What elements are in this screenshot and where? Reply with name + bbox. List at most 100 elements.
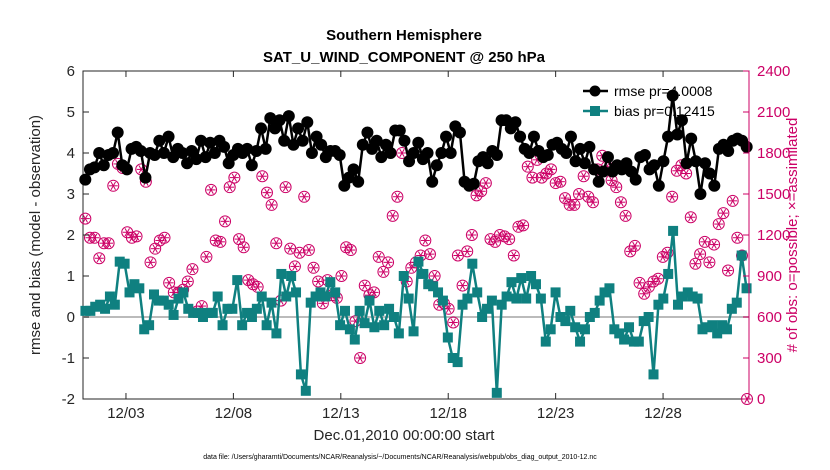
y-left-tick-label: 2 (67, 227, 75, 244)
y-left-tick-label: 1 (67, 268, 75, 285)
obs-point-circle (694, 248, 707, 261)
obs-point-stroke (622, 211, 629, 221)
bias-point (325, 277, 336, 288)
obs-point-circle (568, 198, 581, 211)
bias-point (648, 369, 659, 380)
rmse-point (134, 144, 147, 157)
rmse-point (347, 163, 360, 176)
bias-point (462, 293, 473, 304)
obs-point-stroke (459, 281, 466, 290)
bias-point (335, 320, 346, 331)
bias-point (217, 320, 228, 331)
obs-point-circle (503, 233, 516, 246)
bias-point (594, 295, 605, 306)
rmse-point (652, 179, 665, 192)
obs-point-stroke (273, 239, 279, 248)
obs-point-circle (223, 181, 236, 194)
bias-point (291, 287, 302, 298)
obs-point-circle (689, 257, 702, 270)
obs-point-circle (335, 270, 348, 282)
obs-point-stroke (282, 183, 289, 192)
legend-rmse-marker (589, 85, 601, 97)
obs-point (260, 186, 273, 199)
bias-point (119, 258, 130, 269)
obs-point-stroke (427, 249, 433, 259)
obs-point-circle (535, 171, 548, 184)
rmse-point (190, 153, 203, 166)
obs-point-stroke (254, 282, 261, 292)
obs-point-stroke (688, 213, 694, 222)
obs-point (535, 171, 548, 184)
bias-point (271, 328, 282, 339)
obs-point-stroke (166, 278, 172, 287)
obs-point-stroke (674, 166, 680, 175)
rmse-point (218, 140, 231, 153)
bias-point (374, 305, 385, 316)
chart-subtitle: SAT_U_WIND_COMPONENT @ 250 hPa (263, 49, 546, 66)
rmse-point (384, 147, 397, 159)
bias-point (134, 283, 145, 294)
obs-point-stroke (543, 169, 550, 178)
bias-point (266, 297, 277, 308)
obs-point (577, 170, 590, 183)
y-left-tick-label: -1 (62, 350, 75, 367)
obs-point (722, 264, 735, 277)
obs-point (559, 192, 572, 205)
rmse-point (648, 159, 661, 172)
bias-point (486, 295, 497, 306)
bias-point (467, 258, 478, 269)
obs-point-stroke (259, 172, 265, 181)
rmse-point (139, 171, 152, 184)
rmse-point (509, 116, 522, 129)
bias-point (109, 299, 120, 310)
obs-point-circle (307, 261, 320, 274)
bias-point (330, 287, 341, 298)
bias-point (237, 320, 248, 331)
rmse-point (453, 126, 466, 139)
rmse-point (412, 136, 425, 149)
bias-point (364, 295, 375, 306)
obs-point-circle (298, 190, 311, 203)
rmse-point (148, 149, 161, 162)
obs-point-circle (181, 275, 194, 288)
obs-point (470, 189, 483, 202)
obs-point-stroke (455, 251, 461, 260)
rmse-point (490, 149, 503, 162)
obs-point-stroke (227, 183, 233, 192)
bias-point (256, 291, 267, 302)
rmse-point (245, 159, 258, 172)
obs-point-stroke (185, 277, 191, 286)
obs-point-circle (88, 231, 101, 244)
obs-point-circle (461, 245, 474, 258)
obs-point-circle (237, 241, 250, 254)
bias-point (589, 307, 600, 318)
obs-point (186, 263, 199, 276)
obs-point (298, 190, 311, 203)
obs-point-stroke (203, 252, 210, 262)
rmse-point (250, 144, 263, 157)
obs-point-stroke (473, 191, 480, 200)
obs-point-circle (377, 265, 390, 278)
rmse-point (398, 134, 411, 147)
bias-point (472, 287, 483, 298)
obs-point (130, 230, 143, 243)
rmse-point (352, 175, 365, 188)
y-right-tick-label: 1800 (757, 145, 790, 162)
obs-point-stroke (245, 275, 252, 285)
bias-point (384, 303, 395, 314)
obs-point-stroke (310, 263, 317, 272)
obs-point-stroke (431, 271, 438, 281)
bias-point (526, 271, 537, 281)
y-left-tick-label: 3 (67, 186, 75, 203)
obs-point-circle (684, 211, 697, 224)
rmse-point (292, 122, 305, 135)
bias-point (232, 275, 243, 286)
bias-point (712, 328, 723, 339)
x-tick-label: 12/08 (215, 405, 253, 422)
obs-point-stroke (548, 165, 554, 174)
rmse-point (305, 147, 318, 159)
obs-point (88, 231, 101, 244)
obs-point-circle (559, 192, 572, 205)
bias-point (726, 303, 737, 314)
rmse-point (574, 142, 587, 155)
